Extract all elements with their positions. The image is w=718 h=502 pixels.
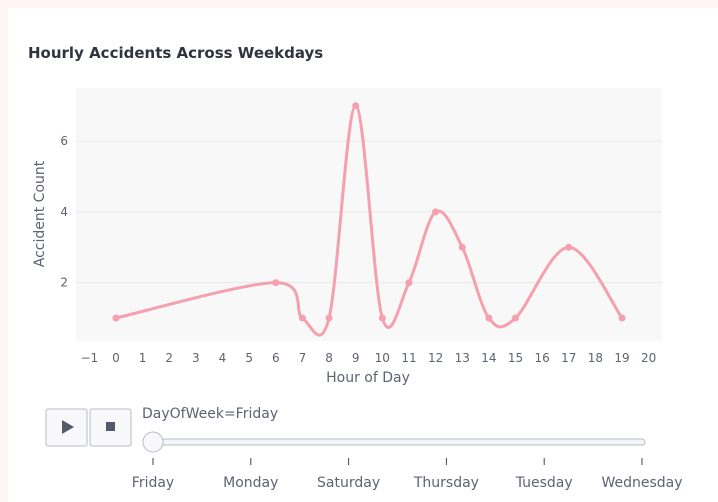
data-point	[112, 314, 120, 322]
x-tick-label: −1	[80, 351, 98, 365]
data-point	[325, 314, 333, 322]
chart-title: Hourly Accidents Across Weekdays	[28, 44, 324, 62]
data-points	[112, 102, 626, 322]
x-tick-label: 6	[272, 351, 280, 365]
x-tick-label: 13	[455, 351, 470, 365]
y-tick-labels: 2 4 6	[60, 134, 68, 290]
data-point	[405, 279, 413, 287]
x-tick-label: 19	[614, 351, 629, 365]
chart-card: Hourly Accidents Across Weekdays 2 4 6 −1 0…	[8, 8, 718, 502]
x-tick-label: 18	[588, 351, 603, 365]
slider-step-label[interactable]: Wednesday	[601, 475, 682, 491]
slider-step-label[interactable]: Monday	[223, 475, 278, 491]
data-point	[512, 314, 519, 322]
x-tick-label: 3	[192, 351, 200, 365]
x-tick-label: 11	[401, 351, 416, 365]
data-point	[272, 279, 280, 287]
x-tick-labels: −1 0 1 2 3 4 5 6 7 8 9 10 11 12 13 14 15 16 17 18 19 20	[80, 351, 656, 365]
x-tick-label: 2	[165, 351, 173, 365]
x-tick-label: 10	[375, 351, 390, 365]
x-tick-label: 8	[325, 351, 333, 365]
data-point	[298, 314, 306, 322]
x-tick-label: 14	[481, 351, 496, 365]
stop-icon	[106, 422, 115, 431]
x-tick-label: 15	[508, 351, 523, 365]
y-tick-label: 4	[60, 205, 68, 219]
x-tick-label: 7	[299, 351, 307, 365]
data-point	[458, 243, 466, 251]
slider-step-label[interactable]: Tuesday	[515, 475, 573, 491]
slider-step-label[interactable]: Thursday	[413, 475, 479, 491]
data-point	[432, 208, 440, 216]
y-tick-label: 2	[60, 276, 68, 290]
line-chart: 246 −1 0 1 2 3 4 5 6 7 8 9 10 11 12 13 14 15 16 17 18 19 20 H…	[32, 88, 683, 491]
y-tick-label: 6	[60, 134, 68, 148]
data-point	[378, 314, 386, 322]
x-tick-label: 16	[534, 351, 549, 365]
slider-step-label[interactable]: Saturday	[317, 475, 380, 491]
x-tick-label: 5	[245, 351, 253, 365]
x-tick-label: 12	[428, 351, 443, 365]
x-tick-label: 1	[139, 351, 147, 365]
x-tick-label: 9	[352, 351, 360, 365]
play-icon	[62, 420, 74, 434]
slider-current-label: DayOfWeek=Friday	[142, 406, 278, 422]
slider-step-label[interactable]: Friday	[132, 475, 174, 491]
x-tick-label: 0	[112, 351, 120, 365]
data-point	[352, 102, 360, 110]
data-point	[618, 314, 626, 322]
x-tick-label: 20	[641, 351, 656, 365]
y-axis-label: Accident Count	[32, 160, 48, 267]
data-point	[485, 314, 493, 322]
x-axis-label: Hour of Day	[326, 370, 410, 386]
stop-button[interactable]	[89, 408, 132, 447]
slider-steps: Friday Monday Saturday Thursday Tuesday Wedne…	[132, 458, 683, 491]
x-tick-label: 17	[561, 351, 576, 365]
play-button[interactable]	[45, 408, 88, 447]
data-point	[565, 243, 573, 251]
slider-track[interactable]	[143, 438, 646, 446]
x-tick-label: 4	[219, 351, 227, 365]
slider-handle[interactable]	[142, 431, 164, 453]
